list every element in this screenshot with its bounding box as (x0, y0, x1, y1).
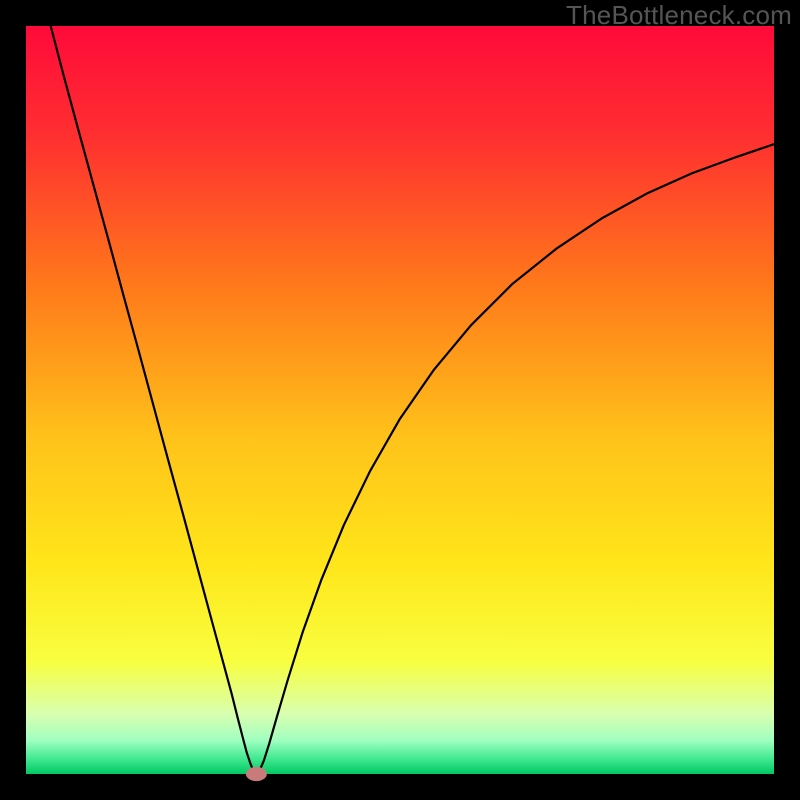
bottleneck-chart (0, 0, 800, 800)
optimum-marker (246, 767, 267, 781)
chart-container: TheBottleneck.com (0, 0, 800, 800)
plot-background (26, 26, 774, 774)
watermark-text: TheBottleneck.com (566, 0, 792, 31)
